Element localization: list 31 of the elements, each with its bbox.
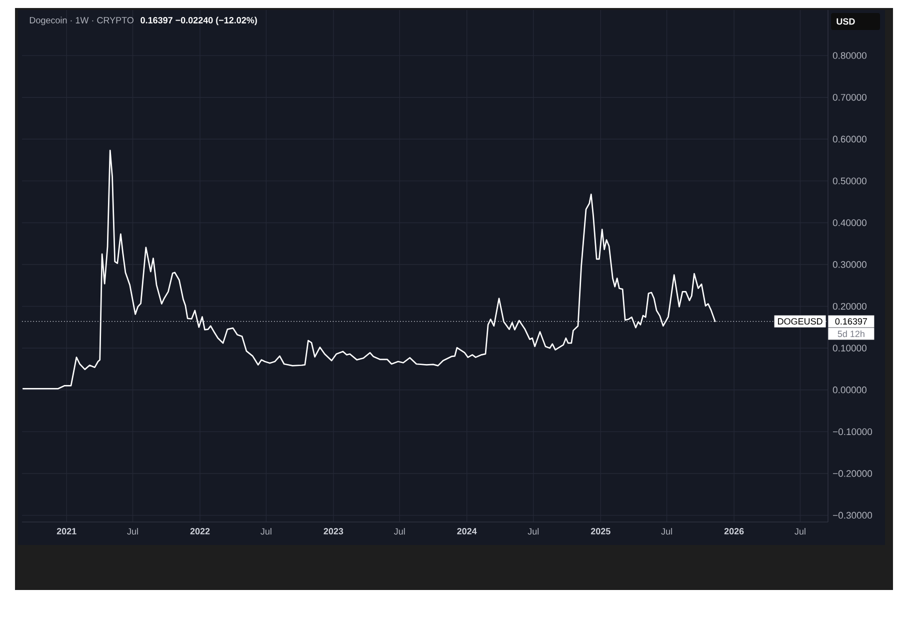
x-tick-label: Jul (394, 528, 405, 535)
y-axis-title: USD (836, 18, 855, 25)
x-tick-label: 2022 (190, 528, 210, 534)
y-tick-label: −0.10000 (833, 428, 872, 436)
y-tick-label: 0.80000 (832, 52, 866, 59)
text: 0.16397 (835, 318, 867, 325)
text: 5d 12h (838, 330, 864, 338)
y-tick-label: 0.60000 (832, 136, 866, 143)
y-tick-label: −0.20000 (833, 470, 872, 477)
x-tick-label: 2025 (590, 528, 610, 534)
x-tick-label: Jul (661, 528, 672, 535)
y-tick-label: 0.20000 (832, 302, 866, 310)
y-tick-label: 0.30000 (832, 261, 866, 268)
y-tick-label: 0.40000 (832, 219, 866, 226)
y-tick-label: −0.30000 (833, 512, 872, 519)
y-tick-label: 0.10000 (832, 344, 866, 352)
x-tick-label: Jul (127, 528, 138, 535)
y-tick-label: 0.70000 (832, 94, 866, 101)
x-tick-label: Jul (528, 528, 539, 535)
x-tick-label: 2024 (457, 528, 477, 534)
ref-line-label: DOGEUSD (778, 318, 822, 325)
x-tick-label: Jul (260, 528, 272, 535)
x-tick-label: 2026 (724, 528, 744, 534)
x-tick-label: Jul (794, 528, 806, 535)
y-tick-label: 0.00000 (832, 386, 866, 394)
y-tick-label: 0.50000 (832, 178, 866, 184)
line-series (22, 150, 716, 390)
text: 0.16397 −0.02240 (−12.02%) (140, 16, 257, 26)
text: Dogecoin · 1W · CRYPTO (30, 16, 134, 26)
x-tick-label: 2021 (56, 528, 76, 534)
x-tick-label: 2023 (324, 528, 344, 534)
